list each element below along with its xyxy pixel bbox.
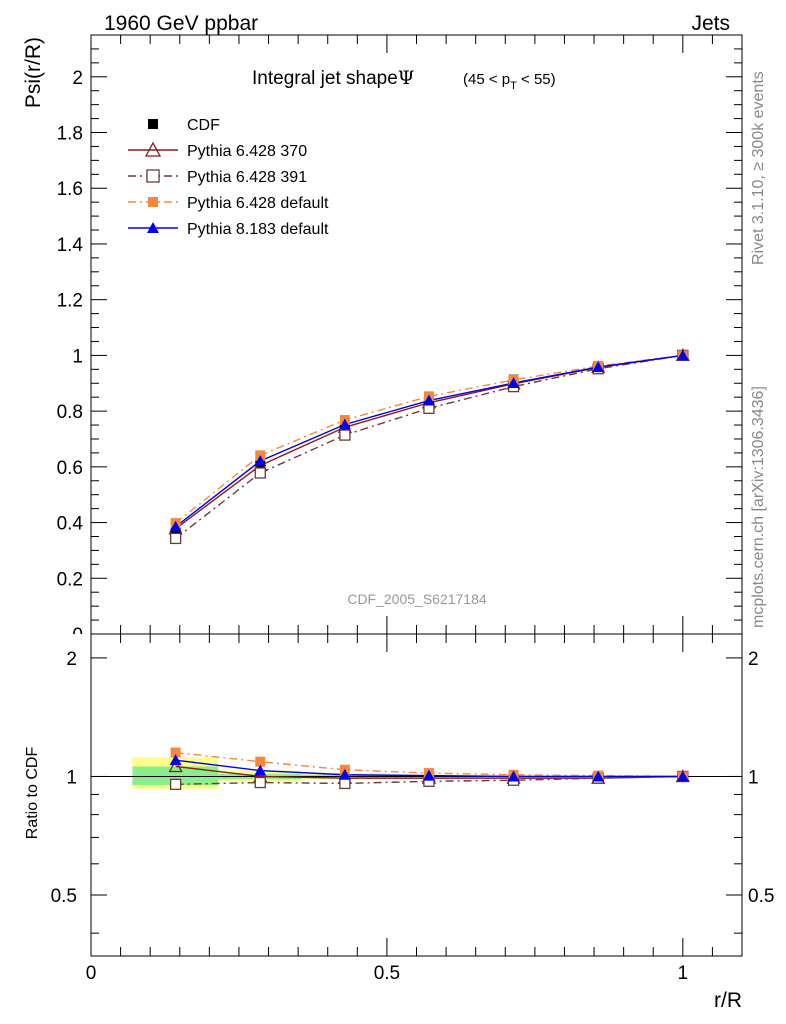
side-text-lower: mcplots.cern.ch [arXiv:1306.3436] bbox=[750, 386, 767, 628]
ratio-tick-label-right: 0.5 bbox=[748, 886, 774, 907]
header-right: Jets bbox=[691, 12, 730, 35]
y-tick-label: 1.8 bbox=[57, 124, 83, 145]
y-tick-label: 0.8 bbox=[57, 402, 83, 423]
ratio-panel: 0.5 0.5 1 1 2 2 bbox=[51, 633, 774, 957]
legend-marker bbox=[144, 141, 162, 157]
ratio-data-point bbox=[254, 776, 266, 789]
data-point bbox=[169, 520, 182, 532]
side-text-upper: Rivet 3.1.10, ≥ 300k events bbox=[750, 71, 767, 265]
watermark: CDF_2005_S6217184 bbox=[347, 591, 487, 607]
ratio-tick-label-left: 2 bbox=[66, 649, 77, 670]
ratio-data-point bbox=[422, 769, 435, 781]
main-y-ticks: 0.2 0.4 0.6 0.8 1 1.2 1.4 1.6 1.8 2 0 bbox=[57, 48, 742, 646]
main-panel: 0.2 0.4 0.6 0.8 1 1.2 1.4 1.6 1.8 2 0 CDF_2005_S62… bbox=[57, 34, 743, 646]
svg-text:Integral jet shapeΨ: Integral jet shapeΨ bbox=[252, 67, 414, 89]
ratio-data-point bbox=[338, 768, 351, 780]
y-tick-label-zero: 0 bbox=[72, 625, 83, 646]
x-axis-label: r/R bbox=[714, 989, 742, 1012]
ratio-y-ticks: 0.5 0.5 1 1 2 2 bbox=[51, 649, 774, 934]
y-axis-label: Psi(r/R) bbox=[22, 37, 45, 108]
chart-title-main: Integral jet shape bbox=[252, 68, 398, 89]
main-series-lines bbox=[175, 354, 683, 539]
y-tick-label: 0.4 bbox=[57, 514, 84, 535]
ratio-data-point bbox=[676, 770, 689, 782]
ratio-data-point bbox=[170, 747, 181, 758]
ratio-frame bbox=[90, 633, 743, 957]
legend-label: Pythia 6.428 default bbox=[187, 195, 329, 212]
header-left: 1960 GeV ppbar bbox=[104, 12, 258, 35]
series-line bbox=[175, 354, 683, 524]
series-line bbox=[175, 354, 683, 528]
ratio-tick-label-right: 2 bbox=[748, 649, 759, 670]
ratio-data-point bbox=[339, 777, 351, 790]
chart-title-range: (45 < p bbox=[463, 71, 510, 88]
ratio-tick-label-left: 1 bbox=[66, 767, 77, 788]
ratio-x-ticks bbox=[120, 634, 713, 956]
y-tick-label: 1.4 bbox=[57, 235, 84, 256]
svg-text:(45 < pT < 55): (45 < pT < 55) bbox=[463, 71, 556, 92]
y-tick-label: 0.2 bbox=[57, 569, 83, 590]
data-point bbox=[422, 394, 435, 406]
data-point bbox=[254, 454, 267, 466]
ratio-data-point bbox=[592, 770, 605, 782]
ratio-series-markers bbox=[168, 747, 690, 790]
series-line bbox=[175, 354, 683, 530]
data-point bbox=[169, 532, 182, 545]
ratio-y-axis-label: Ratio to CDF bbox=[24, 747, 41, 840]
chart-title-range-end: < 55) bbox=[517, 71, 556, 88]
ratio-data-point bbox=[169, 754, 182, 766]
data-point bbox=[339, 429, 351, 441]
legend: CDF Pythia 6.428 370 Pythia 6.428 391 Pythi… bbox=[128, 117, 329, 238]
ratio-data-point bbox=[169, 778, 182, 790]
x-tick-label: 0 bbox=[86, 963, 97, 984]
chart-title: Integral jet shapeΨ (45 < pT < 55) bbox=[252, 67, 556, 92]
x-tick-label: 1 bbox=[678, 963, 689, 984]
y-tick-label: 1.2 bbox=[57, 291, 83, 312]
ratio-band-inner bbox=[132, 766, 219, 786]
data-point bbox=[254, 467, 266, 479]
data-point bbox=[676, 349, 689, 361]
legend-label: CDF bbox=[187, 117, 220, 134]
y-tick-label: 1.6 bbox=[57, 179, 83, 200]
legend-marker bbox=[146, 169, 160, 183]
legend-marker bbox=[147, 222, 159, 233]
ratio-data-point bbox=[255, 756, 266, 767]
main-x-ticks bbox=[120, 35, 713, 634]
chart-title-psi: Ψ bbox=[398, 67, 415, 89]
ratio-data-point bbox=[254, 764, 267, 776]
x-tick-label: 0.5 bbox=[374, 963, 400, 984]
data-point bbox=[507, 376, 520, 388]
legend-label: Pythia 6.428 370 bbox=[187, 143, 307, 160]
ratio-data-point bbox=[507, 770, 520, 782]
x-tick-labels: 0 0.5 1 bbox=[86, 963, 688, 984]
ratio-data-point bbox=[168, 759, 183, 773]
legend-label: Pythia 6.428 391 bbox=[187, 169, 307, 186]
ratio-tick-label-left: 0.5 bbox=[51, 886, 77, 907]
y-tick-label: 1 bbox=[72, 346, 83, 367]
y-tick-label: 0.6 bbox=[57, 458, 83, 479]
legend-marker bbox=[148, 119, 158, 129]
ratio-tick-label-right: 1 bbox=[748, 767, 759, 788]
legend-marker bbox=[148, 197, 158, 207]
data-point bbox=[338, 418, 351, 430]
y-tick-label: 2 bbox=[72, 68, 83, 89]
chart-title-sub: T bbox=[510, 80, 517, 92]
series-line bbox=[175, 354, 683, 539]
data-point bbox=[592, 361, 605, 373]
main-series-markers bbox=[168, 348, 690, 545]
legend-label: Pythia 8.183 default bbox=[187, 221, 329, 238]
